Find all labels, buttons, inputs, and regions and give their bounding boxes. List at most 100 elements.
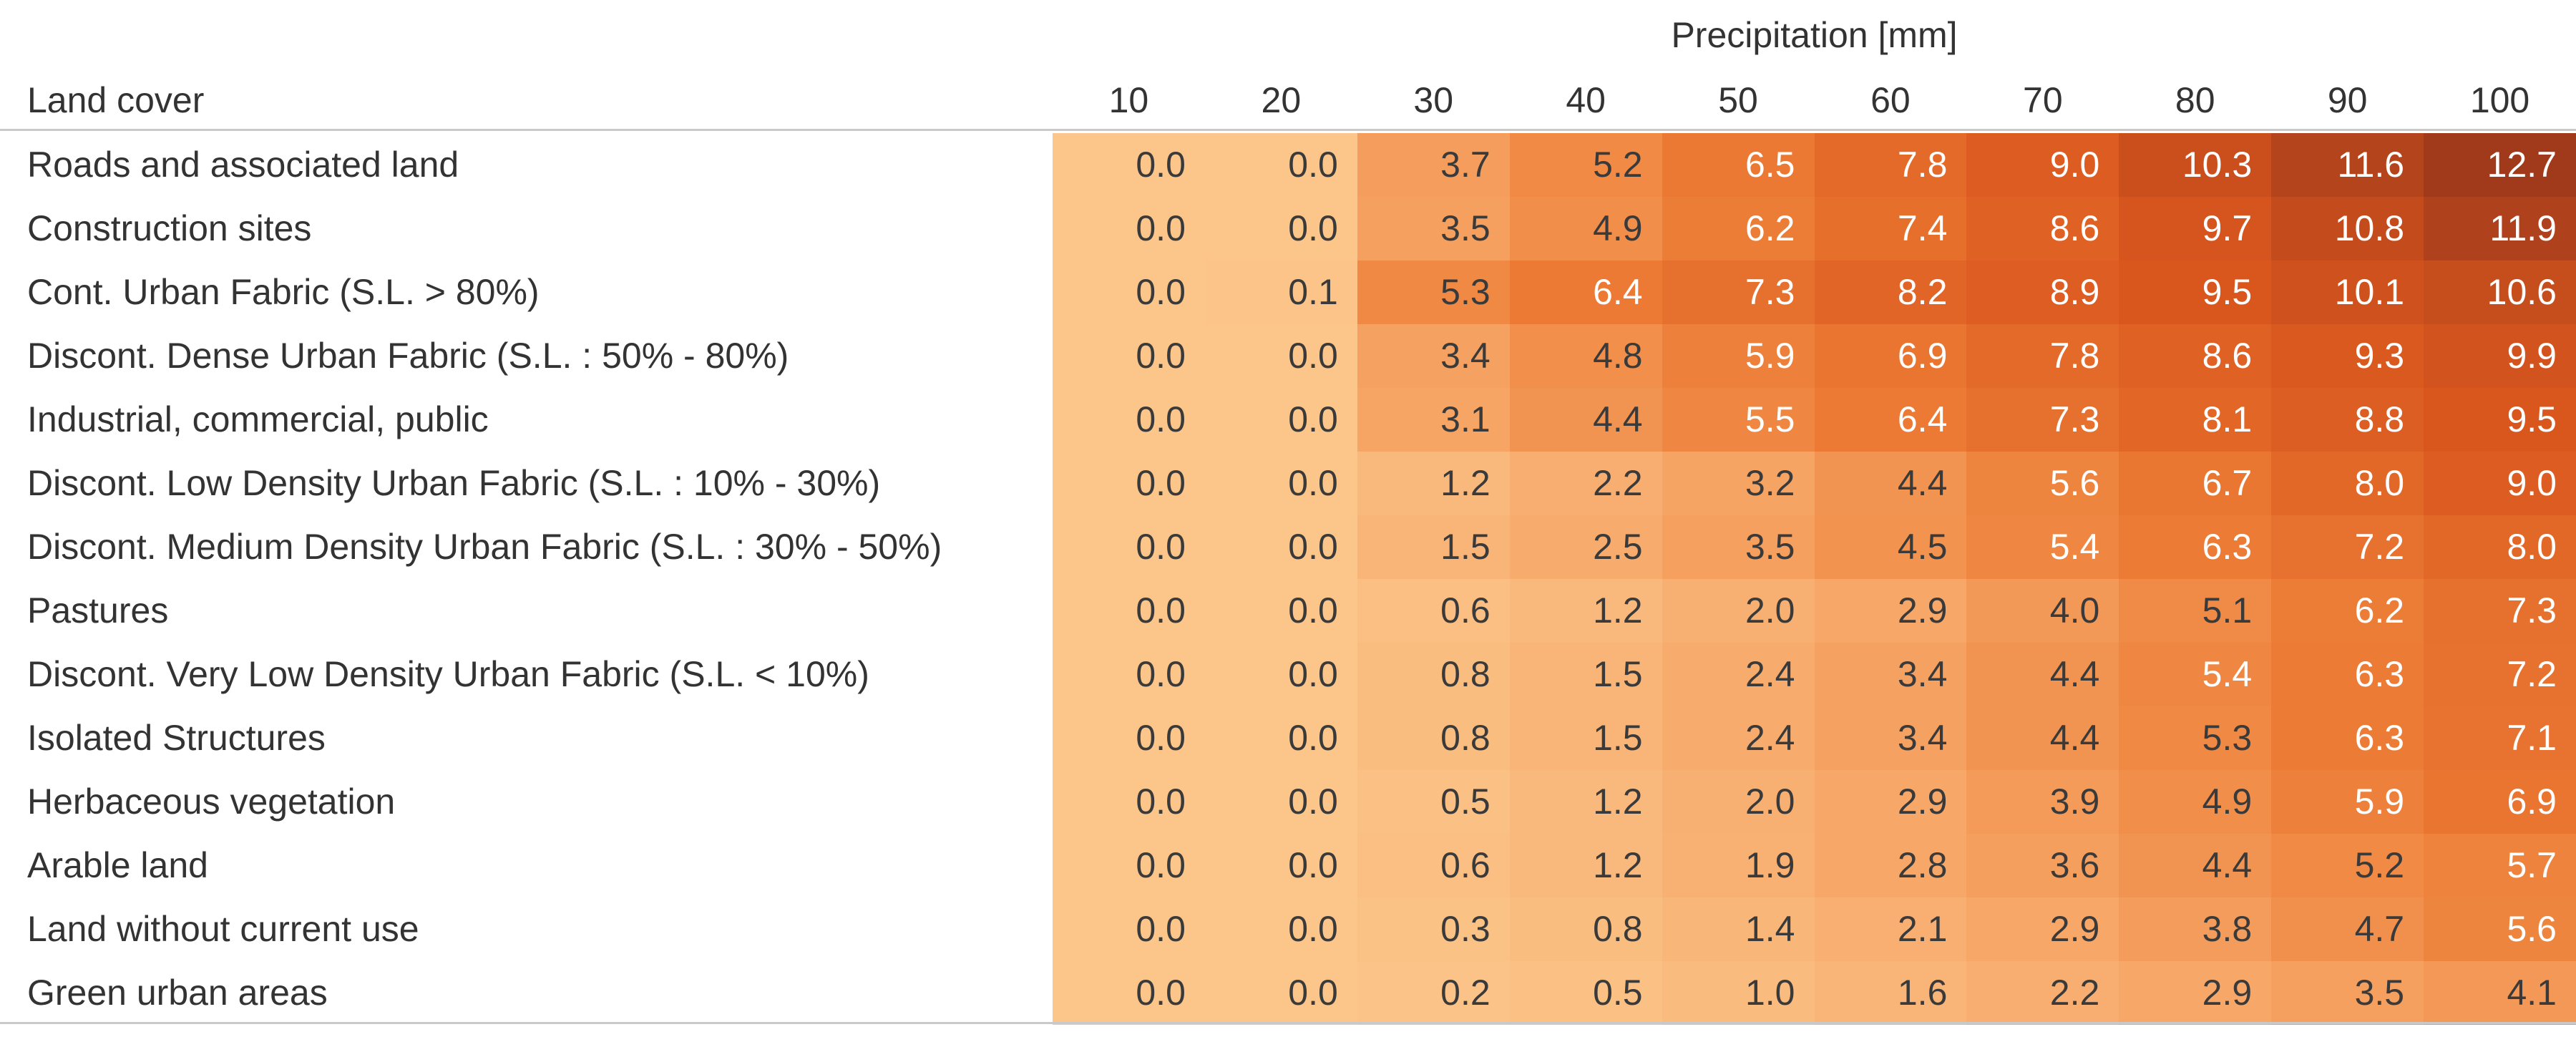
heatmap-cell: 6.5: [1662, 133, 1815, 197]
table-row: Discont. Very Low Density Urban Fabric (…: [0, 643, 2576, 706]
heatmap-cell: 0.0: [1204, 706, 1358, 770]
heatmap-cell: 0.0: [1204, 515, 1358, 579]
heatmap-cell: 8.2: [1814, 260, 1968, 324]
heatmap-cell: 10.3: [2119, 133, 2273, 197]
heatmap-cell: 0.0: [1053, 770, 1206, 834]
heatmap-cell: 0.2: [1357, 961, 1511, 1025]
heatmap-cell: 2.4: [1662, 643, 1815, 706]
heatmap-cell: 8.0: [2271, 452, 2425, 515]
heatmap-cell: 2.1: [1814, 897, 1968, 961]
heatmap-cell: 8.9: [1966, 260, 2120, 324]
heatmap-cell: 5.3: [2119, 706, 2273, 770]
heatmap-cell: 0.0: [1053, 897, 1206, 961]
table-row: Roads and associated land 0.0 0.0 3.7 5.2 6.5…: [0, 133, 2576, 197]
heatmap-cell: 0.0: [1053, 706, 1206, 770]
heatmap-cell: 6.3: [2271, 643, 2425, 706]
heatmap-cell: 6.4: [1509, 260, 1663, 324]
heatmap-cell: 0.0: [1204, 452, 1358, 515]
heatmap-cell: 7.1: [2424, 706, 2576, 770]
table-row: Herbaceous vegetation 0.0 0.0 0.5 1.2 2.0 2.9 3…: [0, 770, 2576, 834]
heatmap-cell: 2.9: [1814, 579, 1968, 643]
heatmap-cell: 9.0: [2424, 452, 2576, 515]
heatmap-cell: 7.2: [2271, 515, 2425, 579]
heatmap-cell: 0.0: [1053, 515, 1206, 579]
heatmap-cell: 5.2: [1509, 133, 1663, 197]
heatmap-cell: 6.3: [2271, 706, 2425, 770]
heatmap-cell: 7.3: [1662, 260, 1815, 324]
row-label: Arable land: [27, 845, 208, 885]
heatmap-cell: 5.4: [1966, 515, 2120, 579]
heatmap-cell: 0.8: [1509, 897, 1663, 961]
heatmap-cell: 3.5: [1357, 197, 1511, 260]
heatmap-cell: 0.0: [1053, 452, 1206, 515]
heatmap-cell: 2.9: [2119, 961, 2273, 1025]
heatmap-cell: 8.6: [2119, 324, 2273, 388]
row-label: Pastures: [27, 590, 169, 630]
heatmap-cell: 6.3: [2119, 515, 2273, 579]
heatmap-cell: 4.8: [1509, 324, 1663, 388]
heatmap-cell: 11.9: [2424, 197, 2576, 260]
heatmap-cell: 1.4: [1662, 897, 1815, 961]
heatmap-cell: 0.6: [1357, 834, 1511, 897]
row-label: Roads and associated land: [27, 145, 459, 185]
row-label: Discont. Very Low Density Urban Fabric (…: [27, 654, 869, 694]
heatmap-cell: 0.0: [1204, 133, 1358, 197]
table-row: Construction sites 0.0 0.0 3.5 4.9 6.2 7.4 8.6 9…: [0, 197, 2576, 260]
heatmap-cell: 1.2: [1509, 834, 1663, 897]
table-row: Cont. Urban Fabric (S.L. > 80%) 0.0 0.1 5.3…: [0, 260, 2576, 324]
heatmap-cell: 10.6: [2424, 260, 2576, 324]
heatmap-cell: 1.0: [1662, 961, 1815, 1025]
heatmap-cell: 0.0: [1053, 260, 1206, 324]
heatmap-cell: 4.4: [1509, 388, 1663, 452]
heatmap-cell: 3.1: [1357, 388, 1511, 452]
heatmap-cell: 5.6: [2424, 897, 2576, 961]
table-row: Pastures 0.0 0.0 0.6 1.2 2.0 2.9 4.0 5.1 6.2 7.3: [0, 579, 2576, 643]
column-header: 20: [1261, 80, 1302, 120]
heatmap-cell: 3.2: [1662, 452, 1815, 515]
heatmap-cell: 0.5: [1357, 770, 1511, 834]
heatmap-cell: 7.4: [1814, 197, 1968, 260]
table-row: Arable land 0.0 0.0 0.6 1.2 1.9 2.8 3.6 4.4 5.2 5.…: [0, 834, 2576, 897]
heatmap-cell: 6.7: [2119, 452, 2273, 515]
row-header-title: Land cover: [27, 80, 205, 120]
heatmap-cell: 4.4: [2119, 834, 2273, 897]
column-header: 90: [2327, 80, 2368, 120]
row-label: Green urban areas: [27, 973, 328, 1013]
heatmap-cell: 0.0: [1053, 643, 1206, 706]
heatmap-cell: 0.0: [1053, 961, 1206, 1025]
heatmap-cell: 2.0: [1662, 579, 1815, 643]
heatmap-cell: 0.8: [1357, 706, 1511, 770]
row-label: Discont. Medium Density Urban Fabric (S.…: [27, 527, 942, 567]
row-label: Land without current use: [27, 909, 419, 949]
heatmap-cell: 4.4: [1814, 452, 1968, 515]
table-row: Discont. Low Density Urban Fabric (S.L. …: [0, 452, 2576, 515]
heatmap-cell: 1.5: [1357, 515, 1511, 579]
bottom-divider: [0, 1022, 2576, 1024]
heatmap-cell: 5.3: [1357, 260, 1511, 324]
heatmap-cell: 0.0: [1204, 579, 1358, 643]
heatmap-cell: 0.0: [1053, 324, 1206, 388]
table-row: Land without current use 0.0 0.0 0.3 0.8 1.4 2…: [0, 897, 2576, 961]
heatmap-cell: 7.8: [1814, 133, 1968, 197]
row-label: Discont. Dense Urban Fabric (S.L. : 50% …: [27, 336, 789, 376]
heatmap-cell: 0.0: [1204, 961, 1358, 1025]
heatmap-cell: 3.9: [1966, 770, 2120, 834]
heatmap-cell: 4.7: [2271, 897, 2425, 961]
heatmap-cell: 9.0: [1966, 133, 2120, 197]
heatmap-cell: 0.0: [1204, 770, 1358, 834]
heatmap-cell: 0.3: [1357, 897, 1511, 961]
heatmap-cell: 6.4: [1814, 388, 1968, 452]
heatmap-cell: 7.2: [2424, 643, 2576, 706]
heatmap-cell: 11.6: [2271, 133, 2425, 197]
heatmap-cell: 0.0: [1053, 388, 1206, 452]
row-label: Industrial, commercial, public: [27, 399, 489, 439]
heatmap-cell: 0.0: [1204, 834, 1358, 897]
heatmap-cell: 3.4: [1814, 706, 1968, 770]
heatmap-cell: 2.9: [1966, 897, 2120, 961]
heatmap-cell: 7.8: [1966, 324, 2120, 388]
heatmap-cell: 4.1: [2424, 961, 2576, 1025]
heatmap-cell: 5.5: [1662, 388, 1815, 452]
heatmap-cell: 8.0: [2424, 515, 2576, 579]
heatmap-cell: 2.0: [1662, 770, 1815, 834]
heatmap-cell: 0.0: [1053, 834, 1206, 897]
